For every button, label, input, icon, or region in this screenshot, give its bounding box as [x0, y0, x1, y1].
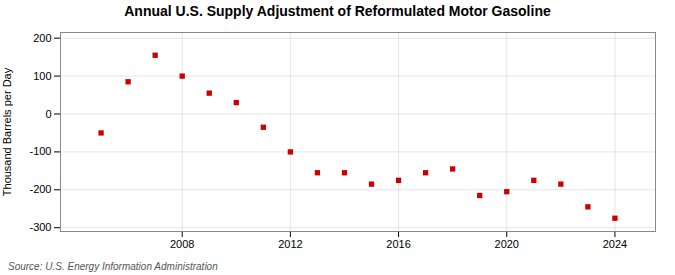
svg-text:2012: 2012: [278, 238, 302, 250]
svg-text:200: 200: [33, 32, 51, 44]
svg-text:2024: 2024: [603, 238, 627, 250]
svg-text:0: 0: [45, 108, 51, 120]
svg-text:2016: 2016: [386, 238, 410, 250]
svg-text:-200: -200: [29, 183, 51, 195]
svg-text:Thousand Barrels per Day: Thousand Barrels per Day: [1, 67, 13, 196]
svg-text:2020: 2020: [495, 238, 519, 250]
html-text:Annual U.S. Supply Adjustment: Annual U.S. Supply Adjustment of Reformu…: [124, 3, 551, 19]
html-text:Source: U.S. Energy Informatio: Source: U.S. Energy Information Administ…: [8, 261, 218, 272]
svg-text:2008: 2008: [170, 238, 194, 250]
svg-text:-100: -100: [29, 145, 51, 157]
svg-text:100: 100: [33, 70, 51, 82]
svg-text:-300: -300: [29, 221, 51, 233]
